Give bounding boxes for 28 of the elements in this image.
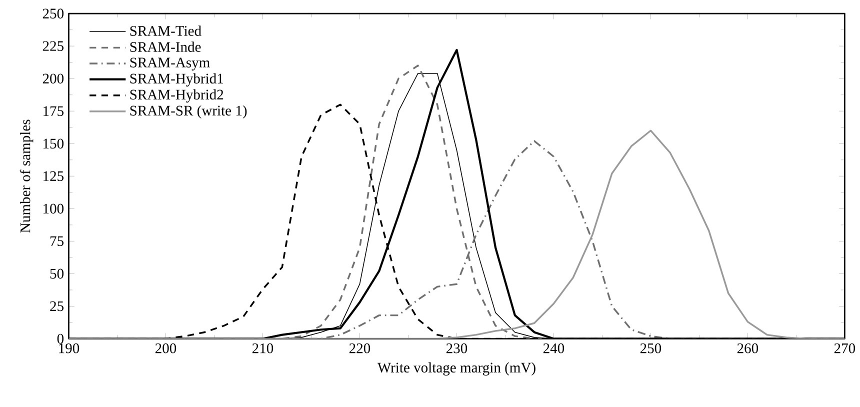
y-tick-label: 250	[42, 8, 64, 18]
x-tick-label: 210	[252, 343, 274, 353]
x-tick-label: 190	[59, 343, 80, 353]
x-axis-title: Write voltage margin (mV)	[377, 362, 536, 376]
x-tick-label: 250	[640, 343, 662, 353]
y-tick-label: 100	[44, 204, 64, 214]
y-axis-title: Number of samples	[20, 120, 34, 232]
y-tick-label: 200	[42, 73, 64, 84]
y-tick-label: 125	[44, 171, 64, 181]
legend-label: SRAM-Asym	[130, 57, 210, 70]
x-tick-label: 220	[349, 343, 370, 353]
x-tick-label: 260	[737, 343, 758, 353]
legend-label: SRAM-Hybrid1	[130, 73, 223, 86]
y-tick-label: 225	[42, 40, 64, 51]
legend-label: SRAM-Hybrid2	[130, 89, 224, 102]
legend-label: SRAM-SR (write 1)	[130, 105, 247, 118]
y-tick-label: 50	[50, 268, 64, 278]
y-tick-label: 175	[44, 106, 64, 116]
y-tick-label: 75	[50, 236, 64, 246]
y-tick-label: 25	[50, 301, 64, 311]
y-tick-label: 0	[57, 334, 64, 344]
legend-label: SRAM-Inde	[130, 41, 201, 52]
legend-label: SRAM-Tied	[130, 25, 202, 36]
y-tick-label: 150	[44, 138, 64, 148]
x-tick-label: 200	[155, 343, 176, 353]
x-tick-label: 240	[543, 343, 564, 353]
x-tick-label: 230	[446, 343, 468, 353]
x-tick-label: 270	[834, 343, 856, 353]
